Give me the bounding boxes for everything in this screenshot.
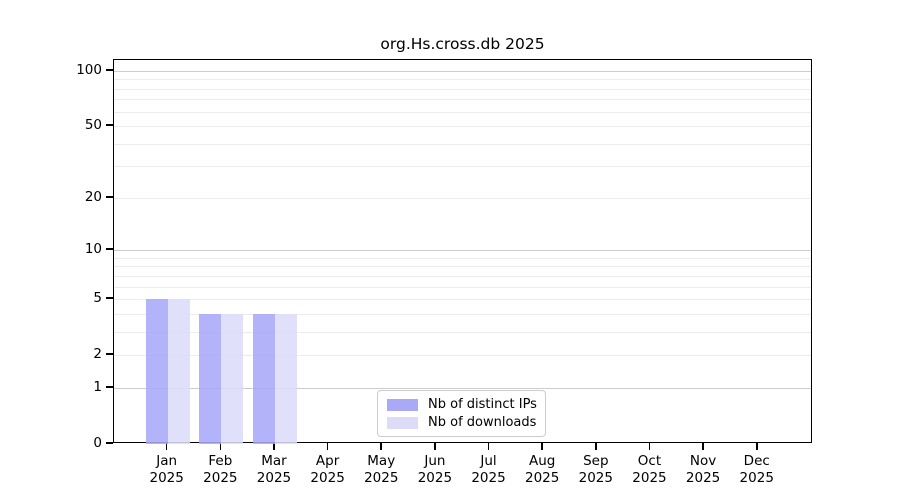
bar-downloads-feb [221, 313, 244, 444]
plot-area [113, 59, 812, 444]
x-tick-label-jun: Jun 2025 [417, 453, 453, 486]
y-axis-tick [106, 297, 113, 299]
gridline-minor [114, 197, 811, 199]
x-axis-tick [273, 443, 275, 450]
gridline-minor [114, 275, 811, 277]
x-tick-label-dec: Dec 2025 [739, 453, 774, 486]
x-axis-tick [165, 443, 168, 450]
legend-label-distinct-ips: Nb of distinct IPs [428, 397, 537, 412]
x-axis-tick [219, 443, 222, 450]
x-tick-label-apr: Apr 2025 [310, 453, 345, 486]
gridline-minor [114, 331, 811, 333]
gridline-minor [114, 355, 811, 357]
y-axis-tick [106, 69, 113, 71]
x-axis-tick [595, 443, 597, 450]
y-axis-tick [106, 248, 113, 250]
y-tick-label: 5 [93, 290, 102, 307]
legend-item-downloads: Nb of downloads [387, 415, 545, 430]
legend: Nb of distinct IPs Nb of downloads [377, 390, 546, 437]
x-tick-label-oct: Oct 2025 [632, 453, 667, 486]
x-tick-label-jan: Jan 2025 [149, 453, 184, 486]
x-axis-tick [326, 443, 329, 450]
y-axis-tick [106, 386, 113, 388]
y-tick-label: 50 [84, 117, 102, 134]
x-axis-tick [487, 443, 490, 450]
gridline-minor [114, 126, 811, 128]
x-axis-tick [380, 443, 383, 450]
gridline-major [114, 71, 811, 72]
gridline-minor [114, 79, 811, 81]
gridline-major [114, 387, 811, 389]
x-tick-label-mar: Mar 2025 [256, 453, 292, 486]
legend-item-distinct-ips: Nb of distinct IPs [387, 397, 545, 412]
x-axis-tick [541, 443, 543, 450]
x-tick-label-may: May 2025 [364, 453, 399, 486]
bar-distinct-ips-mar [252, 313, 275, 444]
gridline-minor [114, 257, 811, 259]
x-tick-label-nov: Nov 2025 [685, 453, 721, 486]
y-axis-tick [106, 196, 113, 198]
x-tick-label-jul: Jul 2025 [471, 453, 506, 486]
chart-title: org.Hs.cross.db 2025 [380, 35, 545, 53]
y-tick-label: 1 [93, 378, 102, 395]
x-axis-tick [755, 443, 758, 450]
x-axis-tick [702, 443, 704, 450]
gridline-minor [114, 266, 811, 268]
x-axis-tick [648, 443, 651, 450]
bar-distinct-ips-feb [199, 313, 222, 444]
legend-swatch-distinct-ips-icon [387, 398, 418, 411]
y-tick-label: 100 [76, 62, 102, 78]
bar-downloads-mar [274, 313, 297, 444]
gridline-minor [114, 166, 811, 168]
bar-downloads-jan [167, 299, 190, 444]
y-axis-tick [106, 353, 113, 355]
gridline-minor [114, 143, 811, 145]
x-axis-tick [434, 443, 436, 450]
legend-label-downloads: Nb of downloads [428, 415, 537, 430]
gridline-minor [114, 286, 811, 288]
y-tick-label: 0 [93, 435, 102, 451]
gridline-minor [114, 88, 811, 90]
y-axis-tick [106, 124, 113, 127]
x-tick-label-feb: Feb 2025 [203, 453, 238, 486]
gridline-minor [114, 313, 811, 315]
x-tick-label-sep: Sep 2025 [578, 453, 613, 486]
gridline-minor [114, 111, 811, 113]
y-tick-label: 2 [93, 346, 102, 363]
gridline-minor [114, 299, 811, 301]
bar-distinct-ips-jan [145, 299, 168, 444]
legend-swatch-downloads-icon [387, 416, 418, 429]
gridline-major [114, 250, 811, 252]
x-tick-label-aug: Aug 2025 [524, 453, 560, 486]
y-tick-label: 10 [84, 241, 102, 258]
y-tick-label: 20 [84, 188, 102, 205]
gridline-minor [114, 99, 811, 101]
y-axis-tick [106, 442, 113, 444]
